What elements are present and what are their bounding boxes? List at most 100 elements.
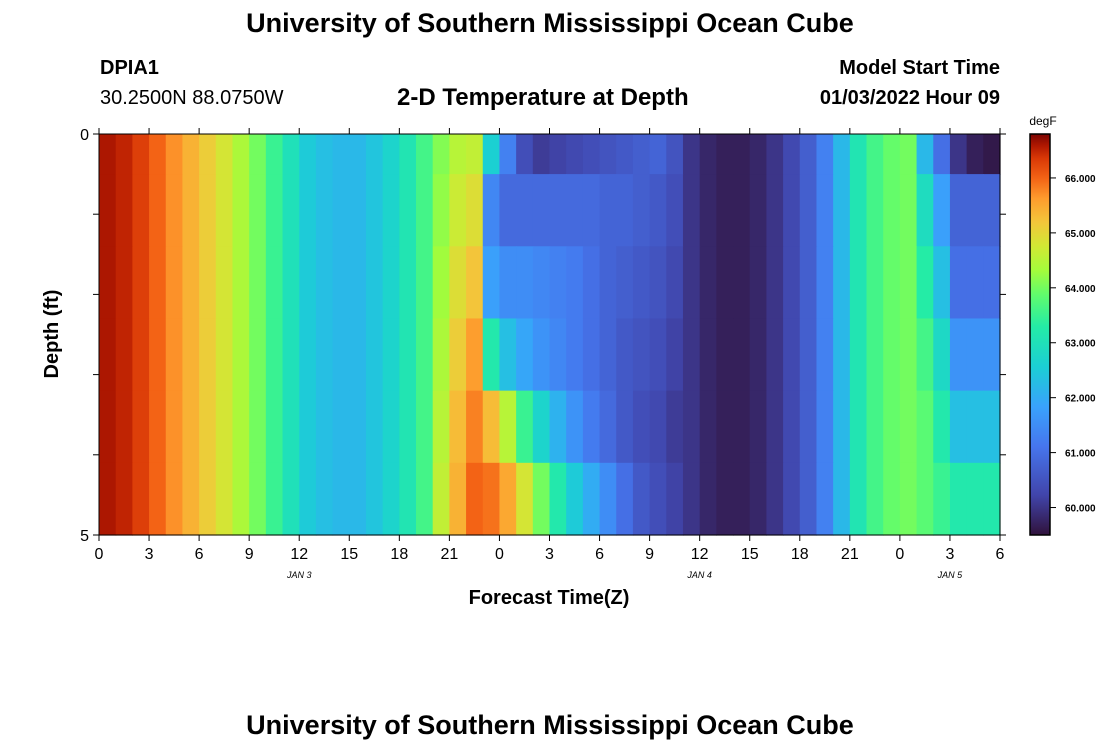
heatmap-cell — [599, 462, 617, 536]
heatmap-cell — [816, 134, 834, 175]
heatmap-cell — [432, 174, 450, 247]
heatmap-cell — [733, 462, 751, 536]
heatmap-cell — [866, 174, 884, 247]
heatmap-cell — [566, 174, 584, 247]
heatmap-cell — [933, 246, 951, 320]
heatmap-cell — [682, 390, 701, 464]
heatmap-cell — [249, 246, 267, 320]
heatmap-cell — [332, 134, 350, 175]
x-axis: 0 3 6 9 12 15 18 21 0 3 6 9 12 15 18 21 0 3 6 JAN 3 JAN 4 JAN… — [95, 128, 1005, 580]
heatmap-cell — [315, 174, 334, 247]
heatmap-cell — [382, 462, 400, 536]
colorbar-unit: degF — [1029, 114, 1056, 128]
colorbar-tick-label: 66.000 — [1065, 174, 1096, 185]
heatmap-cell — [299, 246, 317, 320]
heatmap-cell — [466, 318, 484, 392]
heatmap-cell — [933, 318, 951, 392]
heatmap-cell — [666, 134, 684, 175]
heatmap-cell — [549, 174, 567, 247]
heatmap-cell — [799, 462, 818, 536]
heatmap-cell — [716, 318, 734, 392]
heatmap-cell — [399, 134, 417, 175]
heatmap-cell — [282, 246, 300, 320]
y-tick-label: 5 — [80, 528, 89, 545]
heatmap-cell — [215, 174, 234, 247]
heatmap-cell — [849, 462, 868, 536]
page-title: University of Southern Mississippi Ocean… — [246, 8, 854, 38]
heatmap-cell — [466, 462, 484, 536]
heatmap-cell — [682, 174, 701, 247]
date-label: JAN 4 — [686, 570, 712, 580]
heatmap-cell — [149, 318, 167, 392]
heatmap-cell — [99, 134, 117, 175]
heatmap-cell — [816, 174, 834, 247]
heatmap-cell — [783, 174, 801, 247]
heatmap-cell — [916, 174, 934, 247]
x-tick-label: 15 — [340, 546, 358, 563]
heatmap-chart: 0 3 6 9 12 15 18 21 0 3 6 9 12 15 18 21 0 3 6 JAN 3 JAN 4 JAN… — [41, 114, 1096, 609]
heatmap-cell — [199, 390, 217, 464]
heatmap-cell — [833, 174, 851, 247]
heatmap-cell — [632, 390, 651, 464]
heatmap-cell — [165, 462, 184, 536]
colorbar-tick-label: 60.000 — [1065, 504, 1096, 515]
heatmap-cell — [332, 390, 350, 464]
heatmap-cell — [232, 462, 250, 536]
heatmap-cell — [265, 246, 284, 320]
heatmap-cell — [766, 246, 784, 320]
heatmap-cell — [699, 174, 717, 247]
heatmap-cell — [716, 246, 734, 320]
heatmap-cell — [666, 318, 684, 392]
heatmap-cell — [399, 390, 417, 464]
heatmap-cell — [849, 174, 868, 247]
heatmap-cell — [549, 318, 567, 392]
heatmap-cell — [499, 318, 517, 392]
heatmap-cell — [816, 246, 834, 320]
model-start-label: Model Start Time — [839, 57, 1000, 79]
heatmap-cell — [432, 318, 450, 392]
heatmap-cell — [99, 246, 117, 320]
heatmap-cell — [149, 246, 167, 320]
heatmap-cell — [149, 462, 167, 536]
heatmap-cell — [282, 134, 300, 175]
heatmap-cell — [966, 318, 984, 392]
heatmap-cell — [416, 318, 434, 392]
heatmap-cell — [516, 462, 534, 536]
heatmap-cell — [416, 134, 434, 175]
heatmap-cell — [482, 174, 501, 247]
heatmap-cell — [866, 390, 884, 464]
heatmap-cell — [365, 390, 384, 464]
heatmap-cell — [332, 462, 350, 536]
heatmap-cell — [849, 134, 868, 175]
heatmap-cell — [466, 134, 484, 175]
colorbar-tick-label: 64.000 — [1065, 284, 1096, 295]
heatmap-cell — [616, 390, 634, 464]
heatmap-cell — [616, 246, 634, 320]
heatmap-cell — [783, 318, 801, 392]
heatmap-cell — [499, 462, 517, 536]
heatmap-cell — [899, 390, 918, 464]
heatmap-cell — [432, 462, 450, 536]
heatmap-cell — [716, 134, 734, 175]
heatmap-cell — [749, 246, 768, 320]
heatmap-cell — [849, 318, 868, 392]
heatmap-cell — [332, 174, 350, 247]
heatmap-cell — [799, 134, 818, 175]
heatmap-cell — [949, 462, 968, 536]
heatmap-cell — [966, 134, 984, 175]
heatmap-cell — [883, 246, 901, 320]
footer-title: University of Southern Mississippi Ocean… — [246, 710, 854, 740]
heatmap-cell — [632, 318, 651, 392]
heatmap-cell — [199, 174, 217, 247]
heatmap-cell — [182, 246, 200, 320]
heatmap-cell — [632, 174, 651, 247]
heatmap-cell — [432, 246, 450, 320]
heatmap-cell — [449, 174, 467, 247]
heatmap-cells — [99, 134, 1001, 536]
heatmap-cell — [199, 318, 217, 392]
heatmap-cell — [265, 390, 284, 464]
heatmap-cell — [933, 174, 951, 247]
heatmap-cell — [165, 390, 184, 464]
heatmap-cell — [382, 390, 400, 464]
heatmap-cell — [99, 318, 117, 392]
